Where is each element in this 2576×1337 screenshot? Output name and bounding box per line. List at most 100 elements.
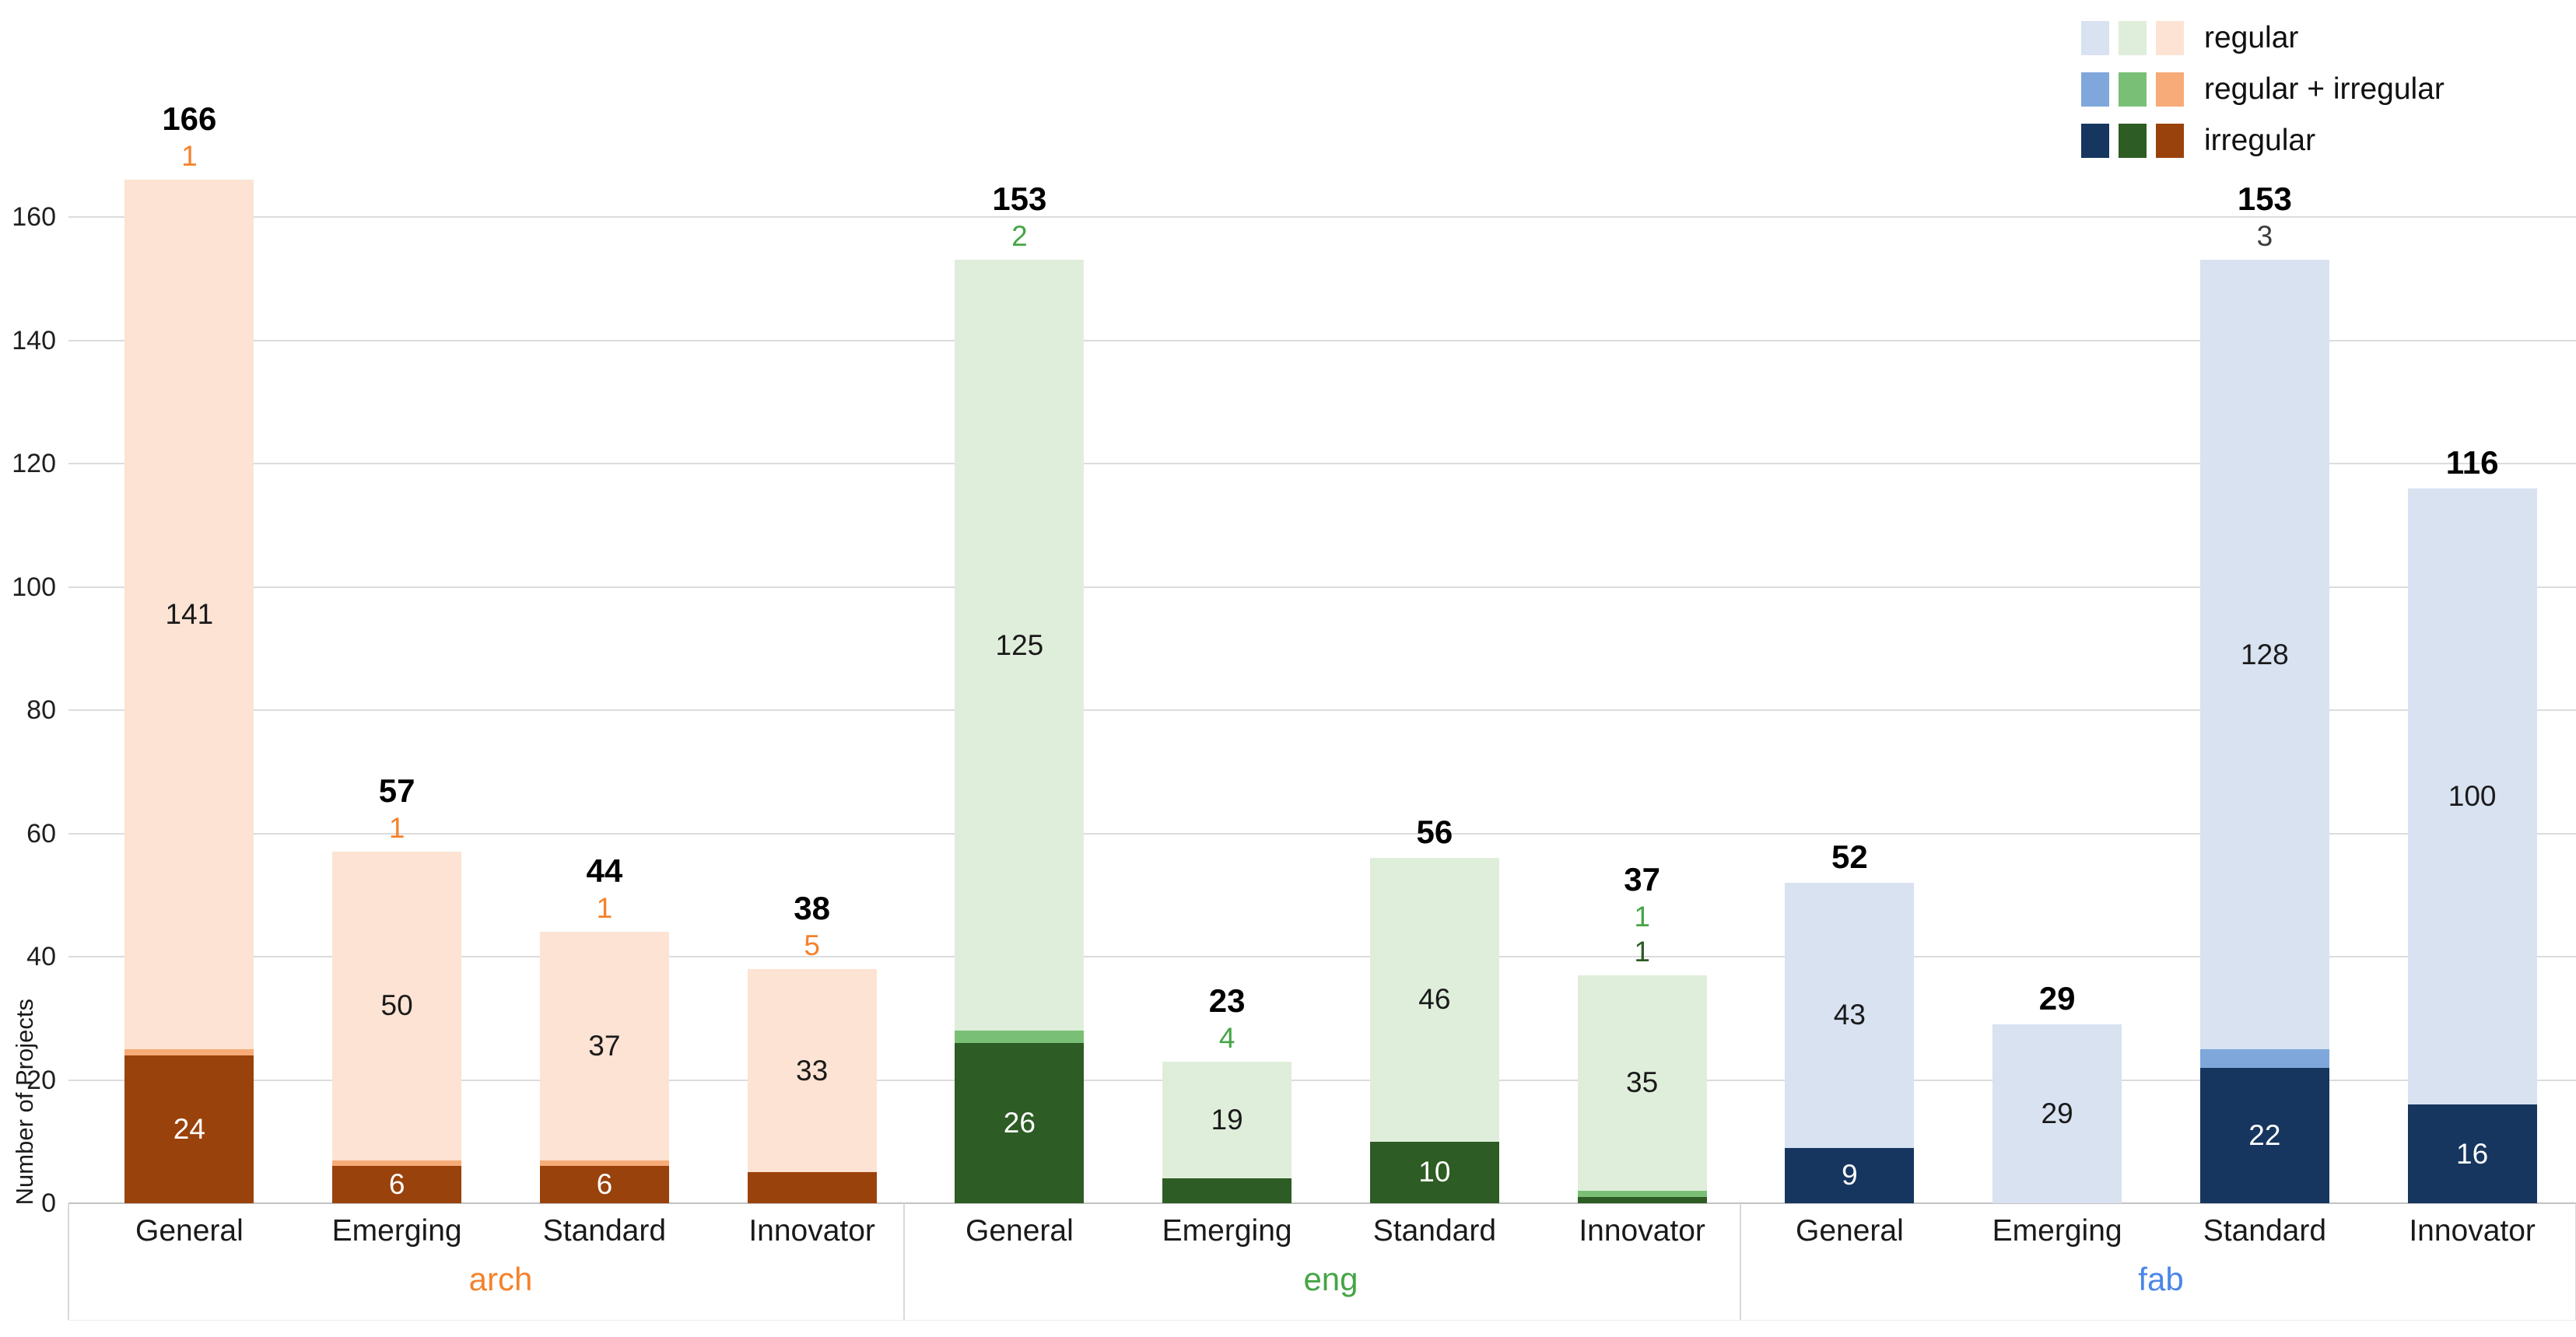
- segment-value-label: 46: [1418, 983, 1451, 1016]
- segment-value-label: 35: [1626, 1066, 1659, 1099]
- y-tick-label: 0: [41, 1188, 56, 1218]
- gridline: [68, 463, 2576, 464]
- bar-total-label: 116: [2445, 443, 2499, 481]
- bar-segment-regular: [539, 932, 669, 1160]
- legend-swatches: [2081, 124, 2184, 158]
- bar-total-label: 29: [2038, 980, 2076, 1017]
- y-tick-label: 160: [12, 202, 56, 232]
- legend-swatches: [2081, 72, 2184, 107]
- segment-value-label: 141: [165, 598, 214, 631]
- bar-segment-regular: [747, 968, 877, 1173]
- bar-segment-irregular: [955, 1042, 1085, 1203]
- axis-band-bottom-border: [68, 1320, 2576, 1321]
- y-tick-label: 20: [26, 1065, 56, 1095]
- outside-segment-label: 1: [388, 812, 405, 845]
- segment-value-label: 128: [2241, 638, 2289, 670]
- bar-top-labels: 57 1: [265, 772, 529, 845]
- bar-total-label: 153: [992, 180, 1047, 218]
- bar-top-labels: 44 1: [472, 852, 737, 926]
- bar-total-label: 56: [1416, 814, 1453, 851]
- segment-value-label: 43: [1833, 999, 1866, 1031]
- category-label: Innovator: [748, 1214, 875, 1248]
- gridline: [68, 1080, 2576, 1081]
- legend-swatch: [2081, 124, 2109, 158]
- bar-segment-regular-irregular: [539, 1160, 669, 1167]
- category-label: General: [966, 1214, 1074, 1248]
- segment-value-label: 22: [2248, 1118, 2281, 1151]
- segment-value-label: 19: [1211, 1104, 1243, 1136]
- bar-segment-regular: [1369, 858, 1499, 1142]
- segment-value-label: 125: [995, 628, 1044, 661]
- bar-segment-regular-irregular: [1577, 1191, 1707, 1198]
- category-label: Emerging: [331, 1214, 462, 1248]
- gridline: [68, 340, 2576, 341]
- legend-swatch: [2156, 124, 2184, 158]
- category-label: Standard: [1372, 1214, 1497, 1248]
- outside-segment-label: 2: [1011, 220, 1028, 253]
- group-label-fab: fab: [2138, 1261, 2184, 1297]
- legend-swatch: [2156, 72, 2184, 107]
- segment-value-label: 37: [588, 1029, 621, 1062]
- bar-total-label: 153: [2237, 180, 2292, 218]
- bar-segment-irregular: [124, 1055, 254, 1203]
- bar-top-labels: 23 4: [1095, 982, 1359, 1055]
- bar-top-labels: 37 1 1: [1510, 860, 1775, 969]
- segment-value-label: 10: [1418, 1156, 1451, 1188]
- segment-value-label: 6: [596, 1168, 613, 1201]
- bar-top-labels: 38 5: [680, 889, 945, 963]
- gridline: [68, 709, 2576, 711]
- y-tick-label: 100: [12, 572, 56, 602]
- axis-group-separator: [68, 1203, 69, 1320]
- bar-total-label: 57: [378, 772, 415, 810]
- y-tick-label: 140: [12, 325, 56, 355]
- bar-segment-regular-irregular: [332, 1160, 462, 1167]
- bar-segment-regular: [124, 180, 254, 1049]
- bar-top-labels: 153 3: [2133, 180, 2397, 254]
- category-label: Emerging: [1162, 1214, 1292, 1248]
- bar-segment-irregular: [539, 1166, 669, 1203]
- segment-value-label: 9: [1842, 1159, 1858, 1192]
- legend: regular regular + irregular irregular: [2081, 12, 2562, 166]
- bar-segment-regular-irregular: [955, 1031, 1085, 1043]
- bar-segment-irregular: [1369, 1141, 1499, 1203]
- category-label: Innovator: [1579, 1214, 1705, 1248]
- outside-segment-label: 4: [1218, 1021, 1235, 1054]
- bar-top-labels: 166 1: [57, 100, 321, 173]
- bar-segment-irregular: [332, 1166, 462, 1203]
- y-tick-label: 120: [12, 449, 56, 478]
- legend-swatch: [2119, 124, 2147, 158]
- outside-segment-label: 3: [2256, 220, 2273, 253]
- segment-value-label: 6: [388, 1168, 405, 1201]
- bar-segment-irregular: [2407, 1104, 2537, 1203]
- bar-total-label: 38: [794, 889, 830, 926]
- axis-group-separator: [903, 1203, 906, 1320]
- category-label: Standard: [542, 1214, 667, 1248]
- bar-segment-regular: [1162, 1061, 1292, 1179]
- legend-swatch: [2119, 21, 2147, 55]
- bar-segment-irregular: [747, 1172, 877, 1203]
- legend-label: regular: [2204, 21, 2299, 54]
- segment-value-label: 24: [173, 1112, 205, 1145]
- category-label: Emerging: [1992, 1214, 2122, 1248]
- legend-row-regular-irregular: regular + irregular: [2081, 64, 2562, 115]
- gridline: [68, 216, 2576, 218]
- outside-segment-label: 1: [1634, 935, 1650, 968]
- category-label: General: [1796, 1214, 1904, 1248]
- y-tick-label: 40: [26, 942, 56, 971]
- legend-row-irregular: irregular: [2081, 115, 2562, 166]
- bar-total-label: 37: [1624, 860, 1660, 898]
- bar-segment-irregular: [1162, 1178, 1292, 1203]
- bar-segment-regular: [1577, 975, 1707, 1192]
- group-label-arch: arch: [468, 1261, 533, 1297]
- category-label: Standard: [2203, 1214, 2327, 1248]
- legend-swatch: [2156, 21, 2184, 55]
- segment-value-label: 33: [796, 1054, 829, 1087]
- bar-segment-regular: [2407, 488, 2537, 1105]
- legend-swatches: [2081, 21, 2184, 55]
- y-tick-label: 80: [26, 695, 56, 725]
- bar-segment-regular: [955, 260, 1085, 1031]
- bar-total-label: 166: [162, 100, 217, 138]
- bar-segment-irregular: [2199, 1067, 2329, 1203]
- segment-value-label: 16: [2456, 1137, 2489, 1170]
